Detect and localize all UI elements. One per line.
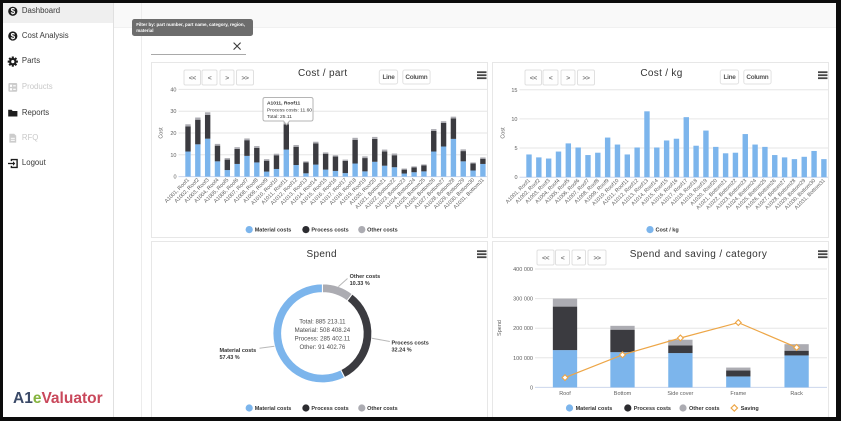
svg-text:A1011, Roof11: A1011, Roof11: [267, 101, 300, 107]
svg-text:0: 0: [173, 175, 176, 181]
svg-text:300 000: 300 000: [513, 297, 533, 303]
svg-text:32.24 %: 32.24 %: [392, 348, 412, 354]
svg-text:57.43 %: 57.43 %: [220, 355, 240, 361]
svg-text:Material costs: Material costs: [576, 406, 613, 412]
svg-text:Roof: Roof: [559, 391, 571, 397]
svg-text:0: 0: [530, 385, 533, 391]
svg-text:Rack: Rack: [790, 391, 803, 397]
svg-text:10: 10: [170, 153, 176, 159]
svg-text:10: 10: [511, 117, 517, 123]
svg-text:Process costs: Process costs: [311, 228, 348, 234]
svg-text:Cost / kg: Cost / kg: [640, 68, 682, 79]
svg-text:100 000: 100 000: [513, 356, 533, 362]
svg-text:Cost / kg: Cost / kg: [656, 228, 679, 234]
svg-text:Other: 91 402.76: Other: 91 402.76: [300, 344, 346, 351]
svg-text:Other costs: Other costs: [367, 406, 398, 412]
svg-text:<: <: [549, 75, 553, 82]
svg-text:>>: >>: [583, 75, 590, 82]
svg-text:Material costs: Material costs: [255, 228, 292, 234]
svg-text:$: $: [11, 7, 16, 16]
svg-text:Material costs: Material costs: [220, 348, 257, 354]
svg-text:>: >: [566, 75, 570, 82]
svg-text:<<: <<: [530, 75, 537, 82]
svg-text:Material costs: Material costs: [255, 406, 292, 412]
svg-text:0: 0: [514, 175, 517, 181]
svg-text:>: >: [577, 255, 581, 262]
svg-text:Frame: Frame: [730, 391, 746, 397]
svg-text:Filter by: part number, part n: Filter by: part number, part name, categ…: [136, 22, 245, 27]
svg-text:>>: >>: [242, 75, 249, 82]
svg-text:>: >: [225, 75, 229, 82]
svg-text:400 000: 400 000: [513, 267, 533, 273]
svg-text:15: 15: [511, 88, 517, 94]
svg-text:>>: >>: [594, 255, 601, 262]
svg-text:Column: Column: [405, 74, 427, 81]
svg-text:<<: <<: [542, 255, 549, 262]
svg-text:Process costs: Process costs: [634, 406, 671, 412]
svg-text:Saving: Saving: [741, 406, 759, 412]
svg-text:<: <: [208, 75, 212, 82]
svg-text:Bottom: Bottom: [614, 391, 632, 397]
svg-text:Other costs: Other costs: [367, 228, 398, 234]
svg-text:30: 30: [170, 109, 176, 115]
svg-text:Total: 25.11: Total: 25.11: [267, 114, 292, 120]
svg-text:Cost: Cost: [159, 127, 165, 139]
svg-text:Column: Column: [746, 74, 768, 81]
svg-text:<: <: [561, 255, 565, 262]
svg-text:Process costs: Process costs: [392, 341, 429, 347]
svg-text:Process: 285 402.11: Process: 285 402.11: [295, 335, 351, 342]
svg-text:Spend and saving / category: Spend and saving / category: [630, 249, 768, 260]
svg-text:Process costs: Process costs: [311, 406, 348, 412]
svg-text:5: 5: [514, 146, 517, 152]
svg-text:Material: 508 408.24: Material: 508 408.24: [295, 327, 351, 334]
svg-text:Line: Line: [383, 74, 396, 81]
svg-text:40: 40: [170, 87, 176, 93]
svg-text:Spend: Spend: [306, 249, 336, 260]
svg-text:Cost: Cost: [501, 127, 507, 139]
svg-text:20: 20: [170, 131, 176, 137]
svg-text:10.33 %: 10.33 %: [350, 281, 370, 287]
svg-text:$: $: [11, 32, 16, 41]
svg-text:<<: <<: [189, 75, 196, 82]
svg-text:Spend: Spend: [497, 320, 503, 336]
svg-text:Line: Line: [724, 74, 737, 81]
svg-text:material: material: [136, 28, 153, 33]
svg-text:Other costs: Other costs: [350, 274, 381, 280]
svg-text:Total: 885 213.11: Total: 885 213.11: [299, 318, 346, 325]
svg-text:Side cover: Side cover: [667, 391, 693, 397]
svg-text:Cost / part: Cost / part: [298, 68, 347, 79]
svg-text:200 000: 200 000: [513, 326, 533, 332]
svg-text:Process costs: 11.60: Process costs: 11.60: [267, 108, 312, 114]
svg-text:Other costs: Other costs: [689, 406, 720, 412]
